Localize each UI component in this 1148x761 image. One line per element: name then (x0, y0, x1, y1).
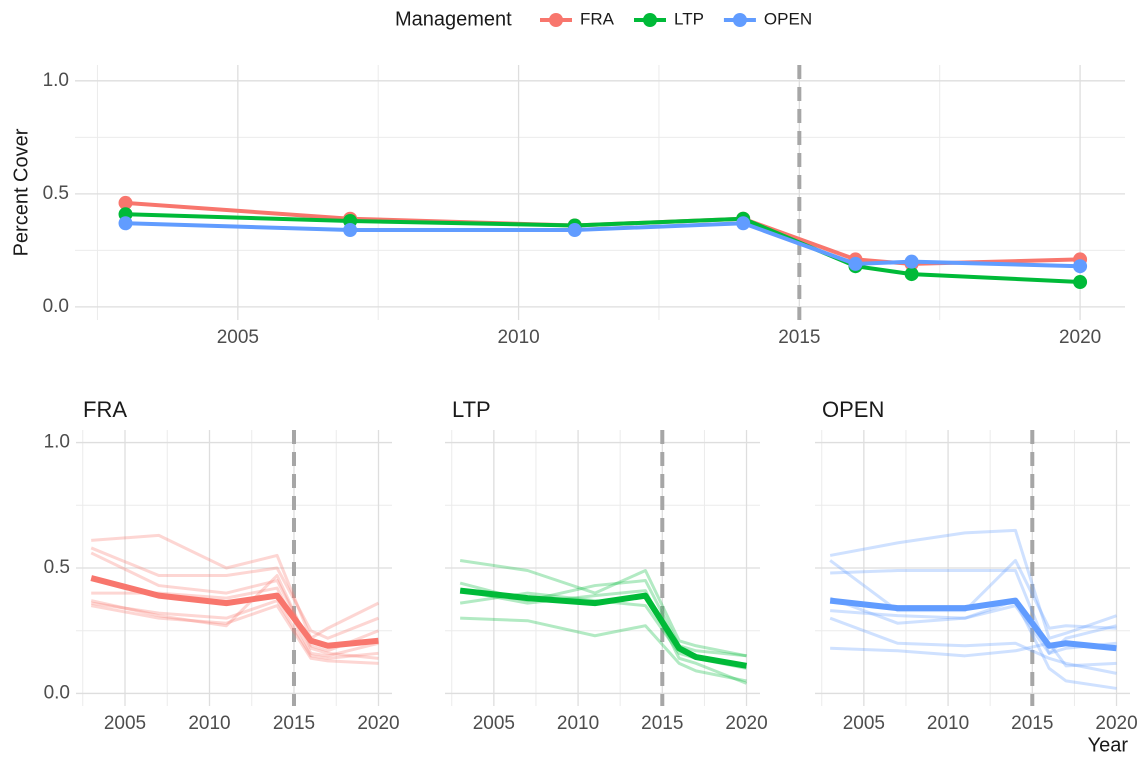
series-line (459, 587, 748, 669)
x-tick-label: 2020 (725, 713, 767, 734)
series-line (829, 596, 1117, 655)
series-line (829, 616, 1117, 675)
x-tick-label: 2015 (778, 327, 820, 348)
series-line (91, 533, 380, 640)
x-tick-label: 2010 (188, 713, 230, 734)
point (904, 254, 919, 269)
point (736, 216, 751, 231)
series-line (90, 575, 379, 649)
point (118, 216, 133, 231)
legend-key-point (732, 13, 747, 27)
series-line (125, 212, 1081, 285)
series-line (459, 579, 747, 658)
legend-key-point (549, 13, 563, 27)
series-line (830, 569, 1117, 655)
point (904, 267, 919, 282)
y-tick-label: 0.0 (44, 682, 70, 703)
x-tick-label: 2015 (1011, 713, 1053, 734)
x-tick-label: 2020 (1095, 713, 1137, 734)
series-line (90, 551, 380, 653)
x-tick-label: 2005 (843, 713, 885, 734)
point (848, 256, 863, 271)
series-line (830, 641, 1117, 668)
y-tick-label: 0.5 (44, 557, 70, 578)
y-axis-title: Percent Cover (10, 128, 32, 256)
point (343, 223, 358, 238)
point (1073, 275, 1088, 290)
x-axis-title: Year (1088, 734, 1129, 756)
legend-label: LTP (674, 9, 704, 28)
y-tick-label: 0.5 (43, 183, 69, 204)
x-tick-label: 2010 (927, 713, 969, 734)
series-line (90, 599, 379, 660)
series-line (90, 546, 380, 640)
series-line (125, 221, 1081, 269)
legend-key-point (643, 13, 657, 27)
legend-label: FRA (580, 9, 615, 28)
legend-label: OPEN (764, 9, 812, 28)
series-line (90, 574, 379, 660)
point (567, 223, 582, 238)
x-tick-label: 2005 (104, 713, 146, 734)
panel-title: OPEN (822, 397, 884, 422)
series-line (829, 597, 1117, 652)
x-tick-label: 2015 (273, 713, 315, 734)
series-line (829, 528, 1118, 640)
panel-title: LTP (452, 397, 491, 422)
series-line (459, 589, 748, 685)
series-line (460, 616, 747, 683)
x-tick-label: 2005 (473, 713, 515, 734)
x-tick-label: 2010 (497, 327, 539, 348)
x-tick-label: 2015 (641, 713, 683, 734)
panel-title: FRA (83, 397, 127, 422)
y-tick-label: 1.0 (43, 70, 69, 91)
series-line (90, 604, 379, 665)
x-tick-label: 2020 (1059, 327, 1101, 348)
x-tick-label: 2005 (217, 327, 259, 348)
series-line (125, 200, 1081, 266)
point (118, 195, 133, 210)
series-line (459, 558, 747, 658)
y-tick-label: 0.0 (43, 296, 69, 317)
point (1073, 259, 1088, 274)
y-tick-label: 1.0 (44, 432, 70, 453)
legend-title: Management (395, 8, 512, 30)
x-tick-label: 2010 (557, 713, 599, 734)
x-tick-label: 2020 (357, 713, 399, 734)
